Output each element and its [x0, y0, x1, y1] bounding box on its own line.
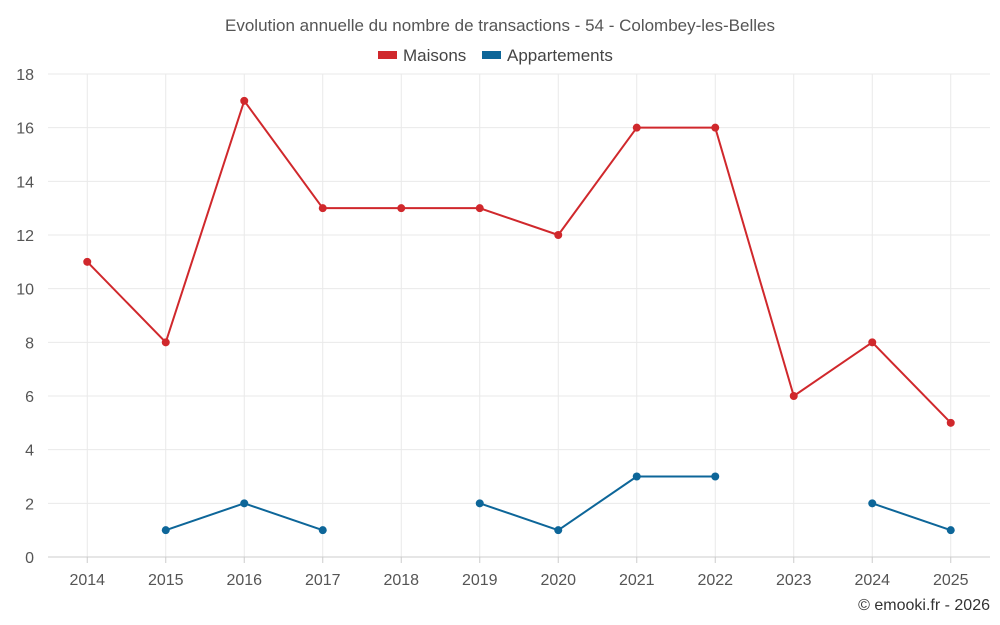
- series-maisons: [83, 96, 955, 427]
- data-point-maisons-2023[interactable]: [789, 392, 798, 400]
- data-point-appartements-2020[interactable]: [554, 526, 563, 535]
- data-point-appartements-2016[interactable]: [240, 499, 249, 508]
- y-tick-label: 0: [25, 550, 34, 567]
- gridlines: [48, 73, 990, 557]
- legend-swatch-appartements: [482, 51, 501, 59]
- data-point-maisons-2015[interactable]: [161, 338, 170, 347]
- y-tick-label: 14: [16, 174, 34, 191]
- data-point-appartements-2015[interactable]: [161, 526, 170, 535]
- legend-swatch-maisons: [378, 51, 397, 59]
- x-tick-label: 2017: [305, 572, 341, 589]
- legend-label-maisons: Maisons: [403, 46, 466, 65]
- x-tick-label: 2018: [383, 572, 419, 589]
- data-point-appartements-2024[interactable]: [868, 499, 877, 508]
- y-tick-label: 18: [16, 67, 34, 84]
- axes: 0 2 4 6 8 10 12 14 16 18 2014 2015 2016 2017 2018 2019 2…: [16, 67, 990, 589]
- chart-title: Evolution annuelle du nombre de transact…: [225, 16, 775, 35]
- series-line-appartements: [479, 475, 716, 532]
- y-tick-label: 6: [25, 389, 34, 406]
- x-tick-label: 2025: [933, 572, 969, 589]
- data-point-maisons-2025[interactable]: [946, 418, 955, 427]
- data-point-maisons-2022[interactable]: [711, 123, 720, 132]
- data-point-maisons-2018[interactable]: [397, 204, 406, 213]
- series-line-maisons: [86, 99, 952, 424]
- x-tick-label: 2024: [854, 572, 890, 589]
- x-tick-label: 2016: [226, 572, 262, 589]
- y-tick-label: 8: [25, 335, 34, 352]
- x-tick-label: 2021: [619, 572, 655, 589]
- x-tick-label: 2015: [148, 572, 184, 589]
- x-tick-label: 2022: [697, 572, 733, 589]
- data-point-appartements-2017[interactable]: [318, 526, 327, 535]
- x-tick-label: 2020: [540, 572, 576, 589]
- series-line-appartements: [871, 502, 952, 532]
- y-tick-label: 16: [16, 121, 34, 138]
- y-tick-label: 2: [25, 496, 34, 513]
- x-tick-label: 2014: [69, 572, 105, 589]
- legend-item-maisons[interactable]: Maisons: [378, 46, 466, 65]
- data-point-maisons-2020[interactable]: [554, 231, 563, 239]
- y-tick-label: 4: [25, 443, 34, 460]
- legend-label-appartements: Appartements: [507, 46, 613, 65]
- data-point-maisons-2016[interactable]: [240, 96, 249, 105]
- data-point-appartements-2022[interactable]: [711, 472, 720, 481]
- x-tick-label: 2023: [776, 572, 812, 589]
- legend: Maisons Appartements: [378, 46, 613, 65]
- data-point-appartements-2019[interactable]: [475, 499, 484, 508]
- data-point-appartements-2021[interactable]: [632, 472, 641, 481]
- data-point-maisons-2021[interactable]: [632, 123, 641, 132]
- y-tick-label: 12: [16, 228, 34, 245]
- data-point-maisons-2019[interactable]: [475, 204, 484, 213]
- x-tick-label: 2019: [462, 572, 498, 589]
- data-point-maisons-2024[interactable]: [868, 338, 877, 347]
- data-point-maisons-2017[interactable]: [318, 204, 327, 213]
- y-tick-label: 10: [16, 282, 34, 299]
- data-point-maisons-2014[interactable]: [83, 257, 92, 266]
- series-appartements: [161, 472, 955, 535]
- series: [83, 96, 955, 535]
- legend-item-appartements[interactable]: Appartements: [482, 46, 613, 65]
- data-point-appartements-2025[interactable]: [946, 526, 955, 535]
- credit-text: © emooki.fr - 2026: [858, 597, 990, 614]
